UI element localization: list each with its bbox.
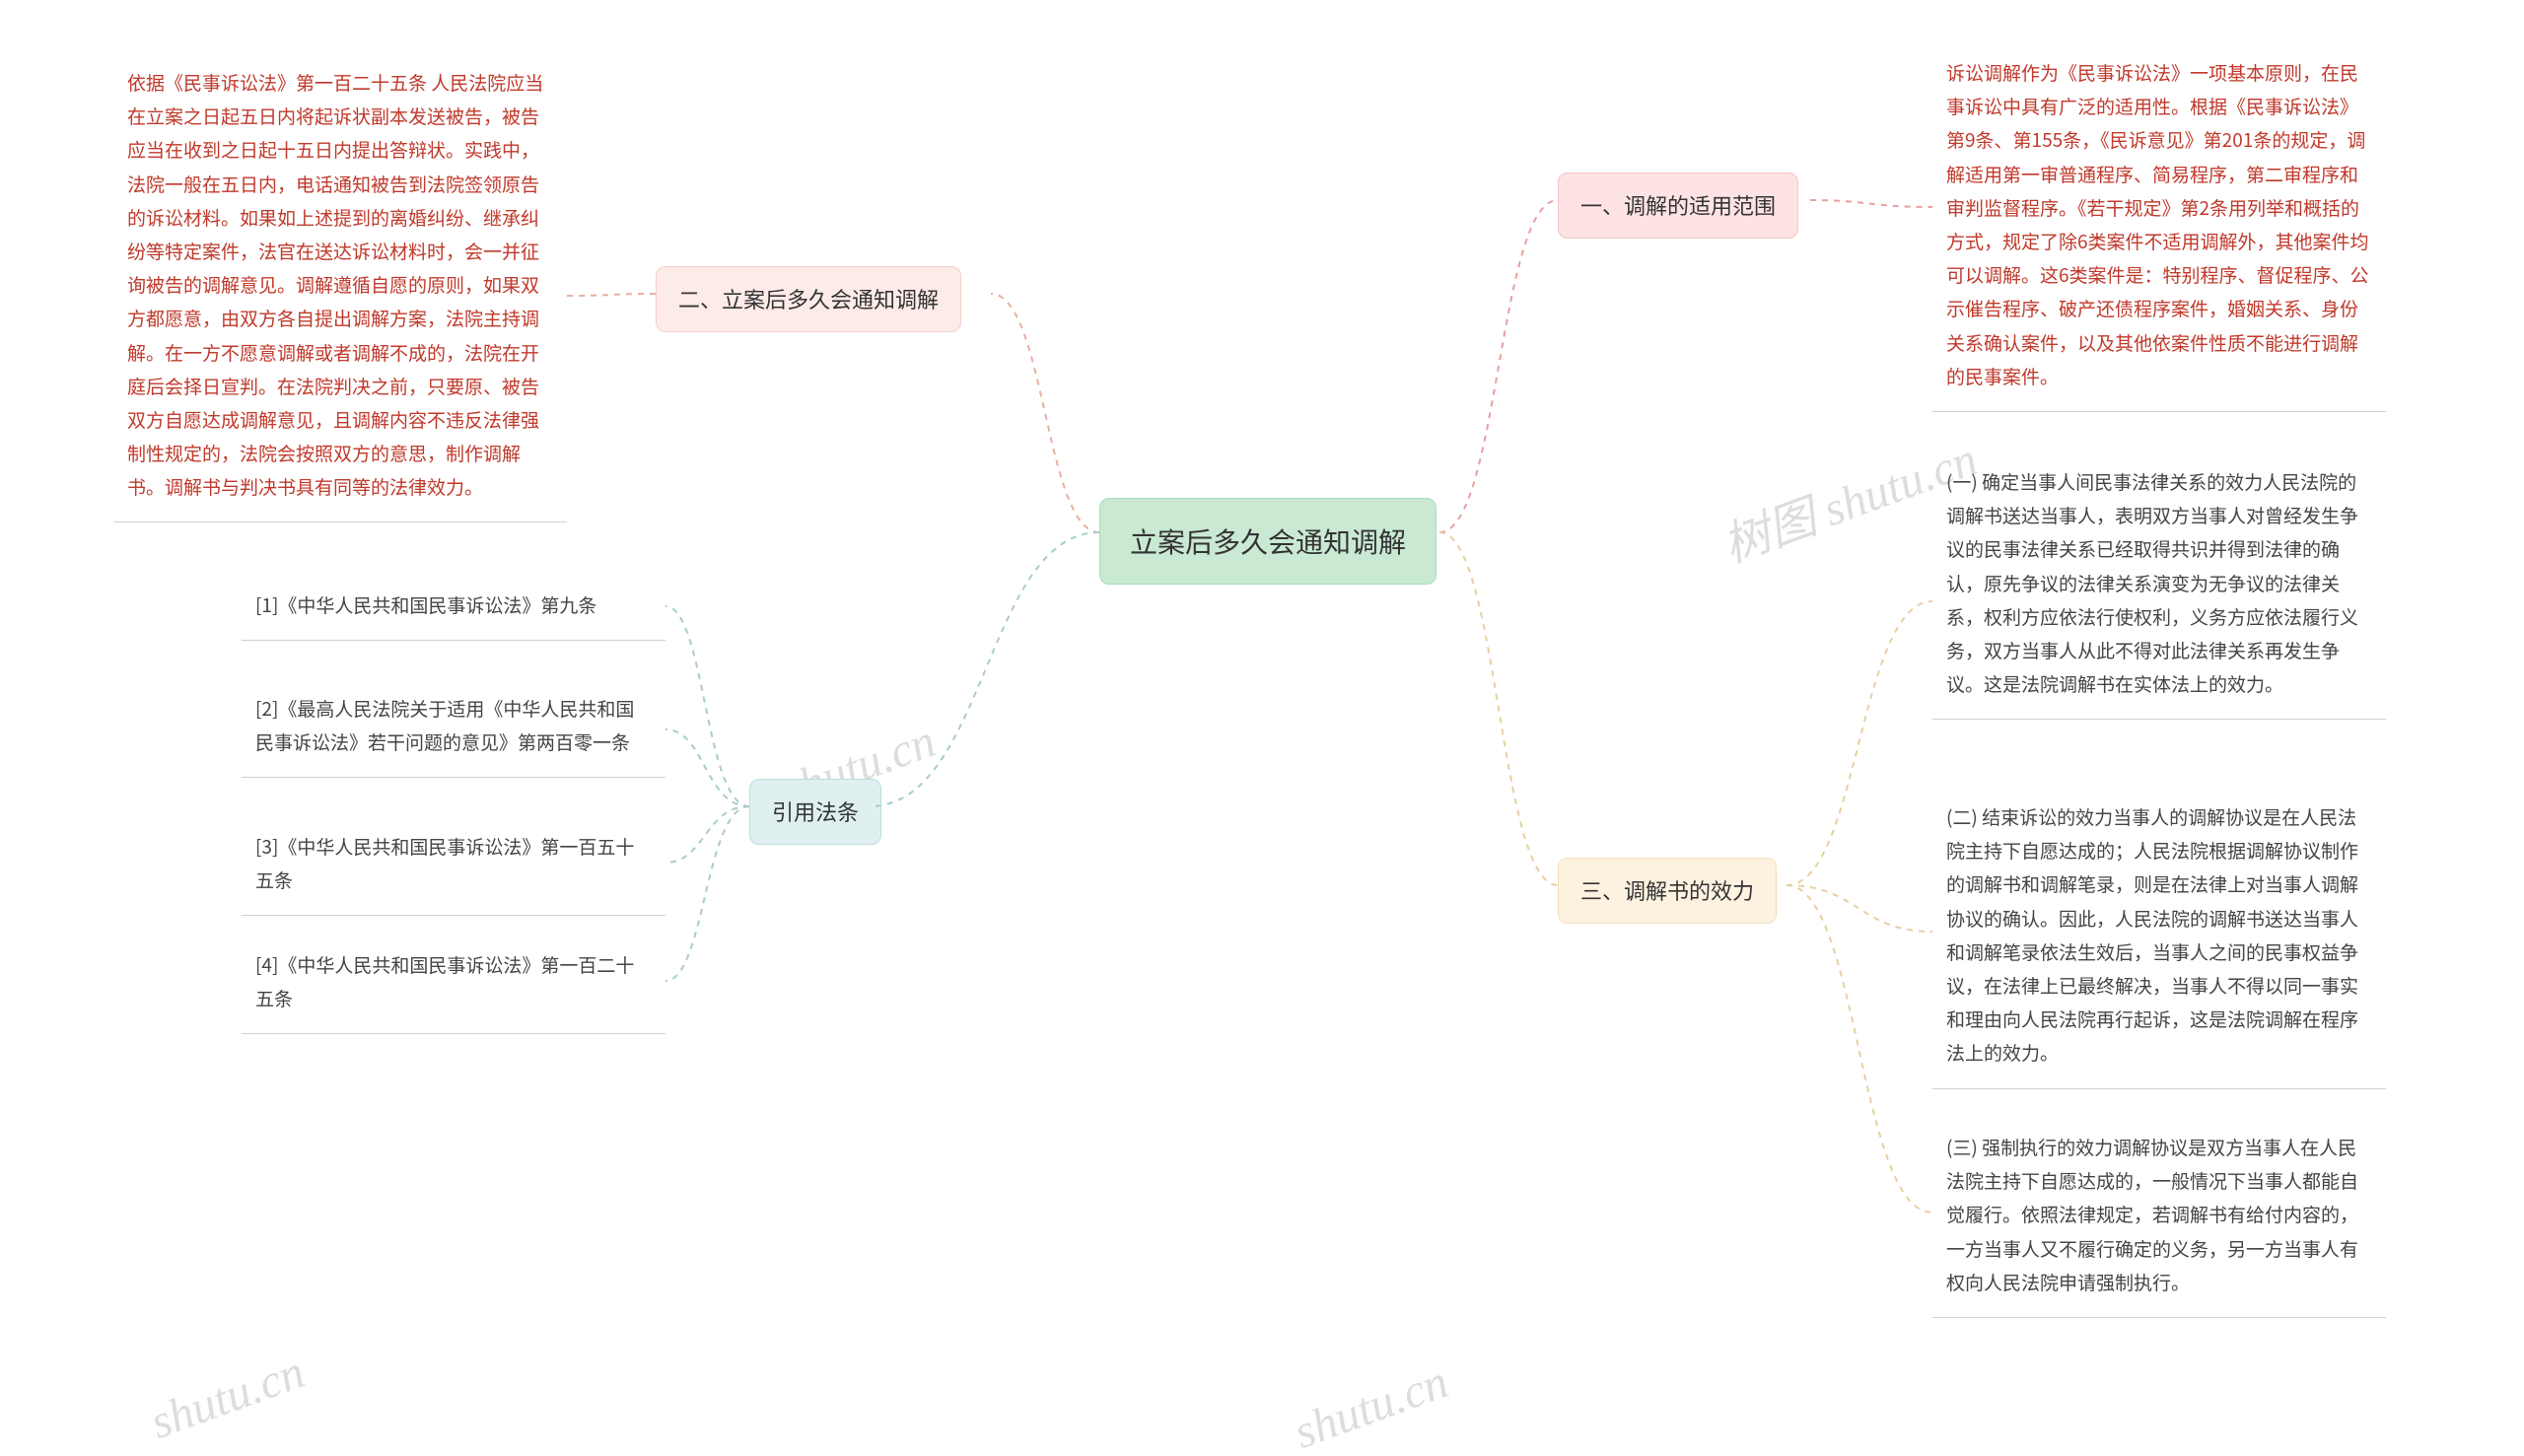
root-node: 立案后多久会通知调解 [1099, 498, 1437, 585]
leaf-timing-text: 依据《民事诉讼法》第一百二十五条 人民法院应当在立案之日起五日内将起诉状副本发送… [113, 54, 567, 522]
branch-citations: 引用法条 [749, 779, 881, 845]
watermark: shutu.cn [1287, 1354, 1454, 1456]
leaf-scope-text: 诉讼调解作为《民事诉讼法》一项基本原则，在民事诉讼中具有广泛的适用性。根据《民事… [1932, 44, 2386, 412]
leaf-cite-2: [2]《最高人民法院关于适用《中华人民共和国民事诉讼法》若干问题的意见》第两百零… [242, 680, 666, 778]
leaf-effect-1: (一) 确定当事人间民事法律关系的效力人民法院的调解书送达当事人，表明双方当事人… [1932, 453, 2386, 720]
branch-scope: 一、调解的适用范围 [1558, 173, 1798, 239]
leaf-cite-1: [1]《中华人民共和国民事诉讼法》第九条 [242, 577, 666, 641]
leaf-effect-3: (三) 强制执行的效力调解协议是双方当事人在人民法院主持下自愿达成的，一般情况下… [1932, 1119, 2386, 1318]
leaf-effect-2: (二) 结束诉讼的效力当事人的调解协议是在人民法院主持下自愿达成的；人民法院根据… [1932, 789, 2386, 1089]
leaf-cite-4: [4]《中华人民共和国民事诉讼法》第一百二十五条 [242, 936, 666, 1034]
branch-effect: 三、调解书的效力 [1558, 858, 1777, 924]
watermark: shutu.cn [143, 1345, 311, 1450]
branch-timing: 二、立案后多久会通知调解 [656, 266, 961, 332]
leaf-cite-3: [3]《中华人民共和国民事诉讼法》第一百五十五条 [242, 818, 666, 916]
